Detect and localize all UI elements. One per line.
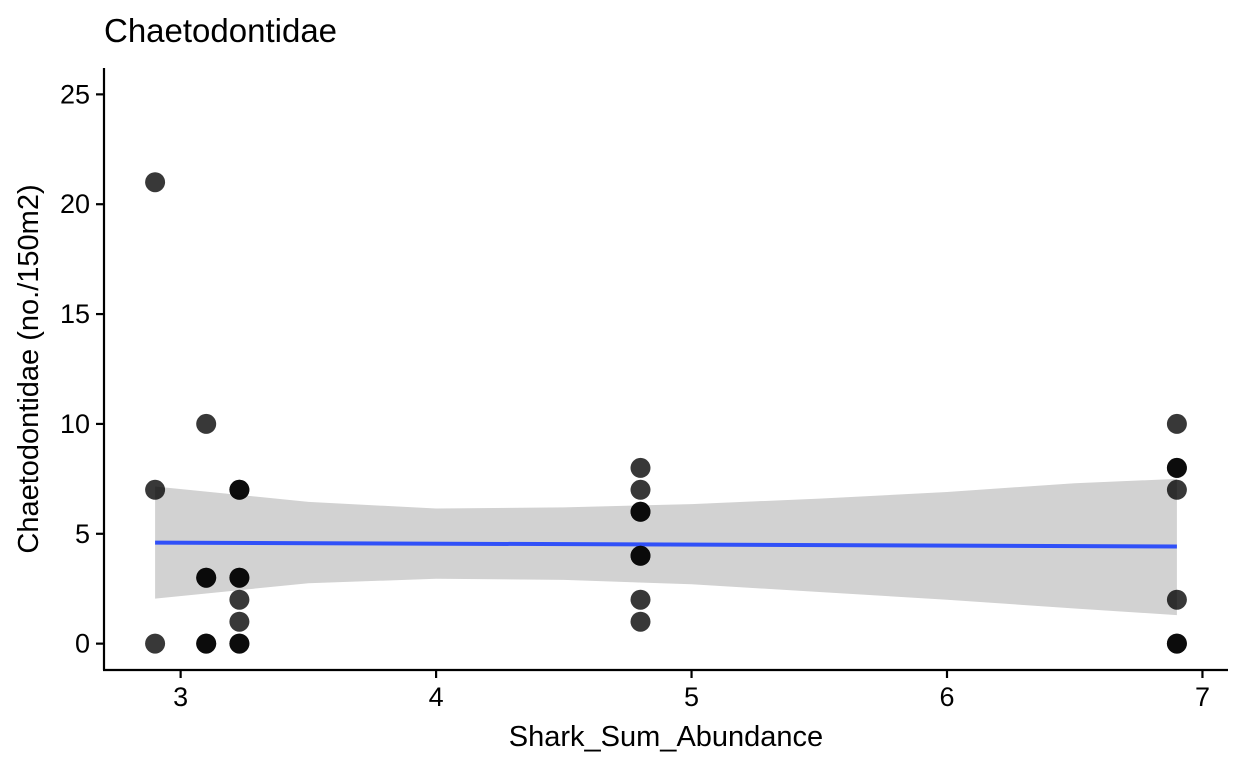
data-point (229, 612, 249, 632)
data-point (145, 172, 165, 192)
data-point (631, 590, 651, 610)
y-tick-label: 25 (60, 79, 90, 109)
data-point (196, 568, 216, 588)
data-point (631, 480, 651, 500)
y-tick-label: 15 (60, 299, 90, 329)
data-point (145, 480, 165, 500)
data-point (631, 612, 651, 632)
x-tick-label: 7 (1195, 682, 1210, 712)
y-tick-label: 10 (60, 409, 90, 439)
data-point (229, 480, 249, 500)
data-point (631, 546, 651, 566)
x-tick-label: 4 (429, 682, 444, 712)
data-point (631, 458, 651, 478)
data-point (229, 634, 249, 654)
x-tick-label: 5 (684, 682, 699, 712)
data-point (1167, 480, 1187, 500)
chart-title: Chaetodontidae (104, 12, 337, 49)
y-axis-title: Chaetodontidae (no./150m2) (13, 184, 45, 553)
data-point (229, 568, 249, 588)
x-tick-label: 3 (173, 682, 188, 712)
y-tick-label: 20 (60, 189, 90, 219)
data-point (196, 414, 216, 434)
y-tick-label: 0 (75, 629, 90, 659)
data-point (145, 634, 165, 654)
y-tick-label: 5 (75, 519, 90, 549)
data-point (229, 590, 249, 610)
x-tick-label: 6 (939, 682, 954, 712)
x-axis-title: Shark_Sum_Abundance (509, 721, 823, 753)
data-point (196, 634, 216, 654)
data-point (1167, 634, 1187, 654)
data-point (1167, 414, 1187, 434)
data-point (631, 502, 651, 522)
data-point (1167, 458, 1187, 478)
data-point (1167, 590, 1187, 610)
